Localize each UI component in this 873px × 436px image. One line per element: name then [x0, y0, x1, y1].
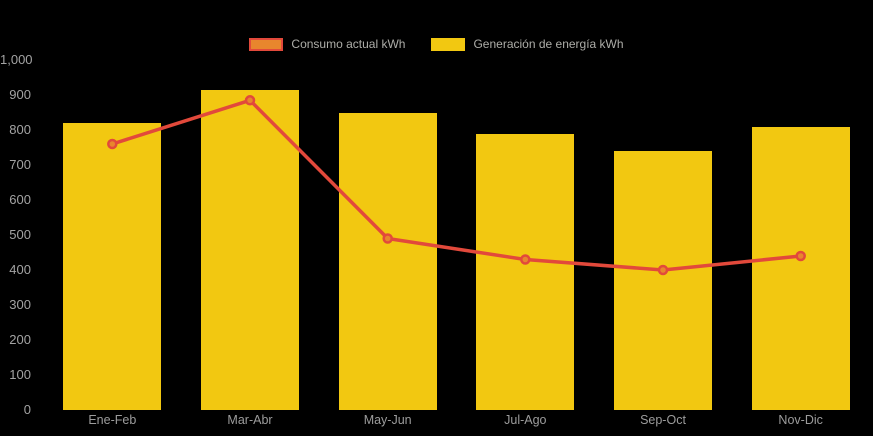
y-axis-tick-label: 200 — [9, 332, 31, 347]
line-marker-Sep-Oct[interactable] — [657, 264, 669, 276]
y-axis-tick-label: 700 — [9, 157, 31, 172]
x-axis-category-label: Jul-Ago — [504, 413, 547, 427]
bar-generacion-Nov-Dic[interactable] — [751, 126, 850, 410]
bar-generacion-Sep-Oct[interactable] — [614, 151, 712, 410]
bar-generacion-May-Jun[interactable] — [338, 112, 437, 410]
legend-label-generacion: Generación de energía kWh — [473, 37, 624, 51]
legend-item-generacion-energia[interactable]: Generación de energía kWh — [431, 37, 624, 51]
line-marker-Nov-Dic[interactable] — [795, 250, 806, 262]
legend-swatch-generacion-bar — [431, 37, 466, 51]
y-axis-tick-label: 100 — [9, 367, 31, 382]
bar-generacion-Jul-Ago[interactable] — [476, 133, 575, 410]
line-marker-Mar-Abr[interactable] — [244, 95, 256, 106]
legend-item-consumo-actual[interactable]: Consumo actual kWh — [249, 37, 405, 51]
x-axis-category-label: Ene-Feb — [88, 413, 137, 427]
legend-swatch-consumo-line — [249, 37, 284, 51]
y-axis-tick-label: 300 — [9, 297, 31, 312]
y-axis-tick-label: 0 — [23, 402, 31, 417]
x-axis-category-label: May-Jun — [363, 413, 412, 427]
x-axis-category-label: Mar-Abr — [227, 413, 273, 427]
legend-label-consumo: Consumo actual kWh — [291, 37, 406, 51]
line-marker-May-Jun[interactable] — [382, 233, 393, 244]
line-marker-Ene-Feb[interactable] — [107, 138, 118, 150]
line-marker-Jul-Ago[interactable] — [520, 254, 531, 265]
bar-generacion-Mar-Abr[interactable] — [201, 89, 299, 410]
x-axis-category-label: Nov-Dic — [778, 413, 823, 427]
y-axis-tick-label: 1,000 — [0, 52, 33, 67]
y-axis-tick-label: 400 — [9, 262, 31, 277]
x-axis-category-label: Sep-Oct — [640, 413, 686, 427]
bar-generacion-Ene-Feb[interactable] — [63, 123, 162, 410]
y-axis-tick-label: 800 — [9, 122, 31, 137]
y-axis-tick-label: 900 — [9, 87, 31, 102]
y-axis-tick-label: 500 — [9, 227, 31, 242]
y-axis-tick-label: 600 — [9, 192, 31, 207]
chart-legend: Consumo actual kWh Generación de energía… — [0, 37, 873, 51]
